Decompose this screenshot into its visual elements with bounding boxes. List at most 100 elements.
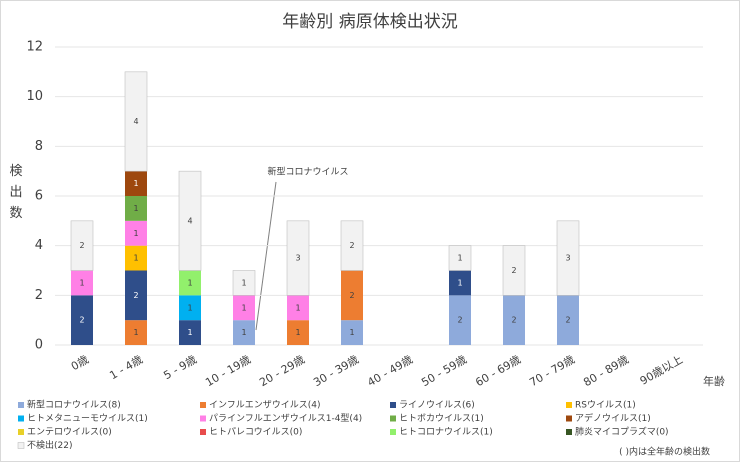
data-label: 1 (187, 328, 192, 337)
data-label: 2 (349, 241, 354, 250)
bar-segment (557, 295, 579, 345)
data-label: 1 (133, 204, 138, 213)
bar-segment (179, 295, 201, 321)
legend-label: パラインフルエンザウイルス1-4型(4) (209, 413, 362, 424)
legend-label: ヒトコロナウイルス(1) (399, 427, 493, 438)
data-label: 2 (79, 316, 84, 325)
data-label: 1 (133, 179, 138, 188)
legend-swatch (566, 402, 572, 408)
bar-segment (178, 170, 202, 271)
y-tick-label: 12 (26, 40, 43, 55)
y-tick-label: 8 (35, 139, 43, 154)
legend-label: 新型コロナウイルス(8) (27, 399, 121, 411)
data-label: 4 (133, 117, 138, 126)
y-axis-label: 検出数 (7, 164, 23, 227)
annotation: 新型コロナウイルス (267, 166, 348, 178)
data-label: 1 (295, 328, 300, 337)
legend-swatch (200, 402, 206, 408)
bar-segment (71, 295, 93, 345)
bar-segment (449, 295, 471, 345)
bar-segment (233, 295, 255, 321)
legend-label: インフルエンザウイルス(4) (209, 400, 320, 411)
x-axis-label: 年齢 (703, 374, 725, 388)
y-tick-label: 10 (26, 89, 43, 104)
bar-segment (340, 220, 364, 271)
legend-swatch (566, 429, 572, 435)
data-label: 2 (79, 241, 84, 250)
legend-swatch (566, 415, 572, 422)
bar-segment (287, 295, 309, 321)
bar-segment (448, 245, 472, 271)
bar-segment (71, 270, 93, 296)
data-label: 1 (133, 229, 138, 238)
bar-segment (179, 320, 201, 345)
legend-label: アデノウイルス(1) (575, 412, 651, 424)
bar-segment (125, 245, 147, 271)
bar-segment (341, 270, 363, 321)
legend-swatch (390, 402, 396, 408)
bar-segment (341, 320, 363, 345)
bar-segment (124, 71, 148, 172)
bar-segment (287, 320, 309, 345)
bar-segment (125, 171, 147, 196)
legend-swatch (18, 402, 24, 408)
legend-label: 肺炎マイコプラズマ(0) (575, 426, 669, 438)
data-label: 1 (457, 278, 462, 287)
data-label: 2 (457, 316, 462, 325)
legend-swatch (200, 429, 206, 435)
data-label: 2 (511, 266, 516, 275)
bar-segment (232, 270, 256, 296)
note: ( )内は全年齢の検出数 (619, 446, 710, 458)
bar-segment (449, 270, 471, 296)
bar-segment (503, 295, 525, 345)
data-label: 1 (133, 328, 138, 337)
data-label: 1 (79, 278, 84, 287)
y-tick-label: 6 (35, 189, 43, 204)
bar-segment (70, 220, 94, 271)
legend-swatch (200, 415, 206, 422)
y-tick-label: 4 (35, 238, 43, 253)
bar-segment (502, 245, 526, 296)
legend-label: RSウイルス(1) (575, 400, 636, 411)
legend-swatch (18, 429, 24, 435)
legend-swatch (390, 415, 396, 422)
data-label: 1 (457, 254, 462, 263)
bar-segment (125, 320, 147, 345)
bar-segment (125, 270, 147, 321)
data-label: 3 (565, 254, 570, 263)
legend-swatch (18, 415, 24, 422)
bar-segment (233, 320, 255, 345)
data-label: 2 (133, 291, 138, 300)
legend-label: ヒトメタニューモウイルス(1) (27, 413, 148, 424)
data-label: 1 (241, 303, 246, 312)
legend-swatch (390, 429, 396, 435)
legend-label: ヒトパレコウイルス(0) (209, 427, 302, 438)
data-label: 2 (511, 316, 516, 325)
data-label: 1 (241, 328, 246, 337)
chart-title: 年齢別 病原体検出状況 (282, 12, 457, 32)
data-label: 1 (241, 278, 246, 287)
data-label: 4 (187, 216, 192, 225)
data-label: 1 (187, 303, 192, 312)
legend-label: エンテロウイルス(0) (27, 427, 112, 438)
bar-segment (556, 220, 580, 296)
y-tick-label: 2 (35, 288, 43, 303)
legend-label: 不検出(22) (27, 439, 72, 451)
data-label: 1 (349, 328, 354, 337)
y-tick-label: 0 (35, 338, 43, 353)
bar-segment (179, 270, 201, 296)
data-label: 2 (349, 291, 354, 300)
bar-segment (286, 220, 310, 296)
legend-swatch (17, 442, 25, 449)
data-label: 1 (295, 303, 300, 312)
bar-segment (125, 196, 147, 221)
bar-segment (125, 220, 147, 246)
data-label: 3 (295, 254, 300, 263)
legend-label: ライノウイルス(6) (399, 400, 475, 411)
legend-label: ヒトボカウイルス(1) (399, 413, 484, 424)
annotation-line (255, 181, 277, 331)
data-label: 2 (565, 316, 570, 325)
data-label: 1 (187, 278, 192, 287)
